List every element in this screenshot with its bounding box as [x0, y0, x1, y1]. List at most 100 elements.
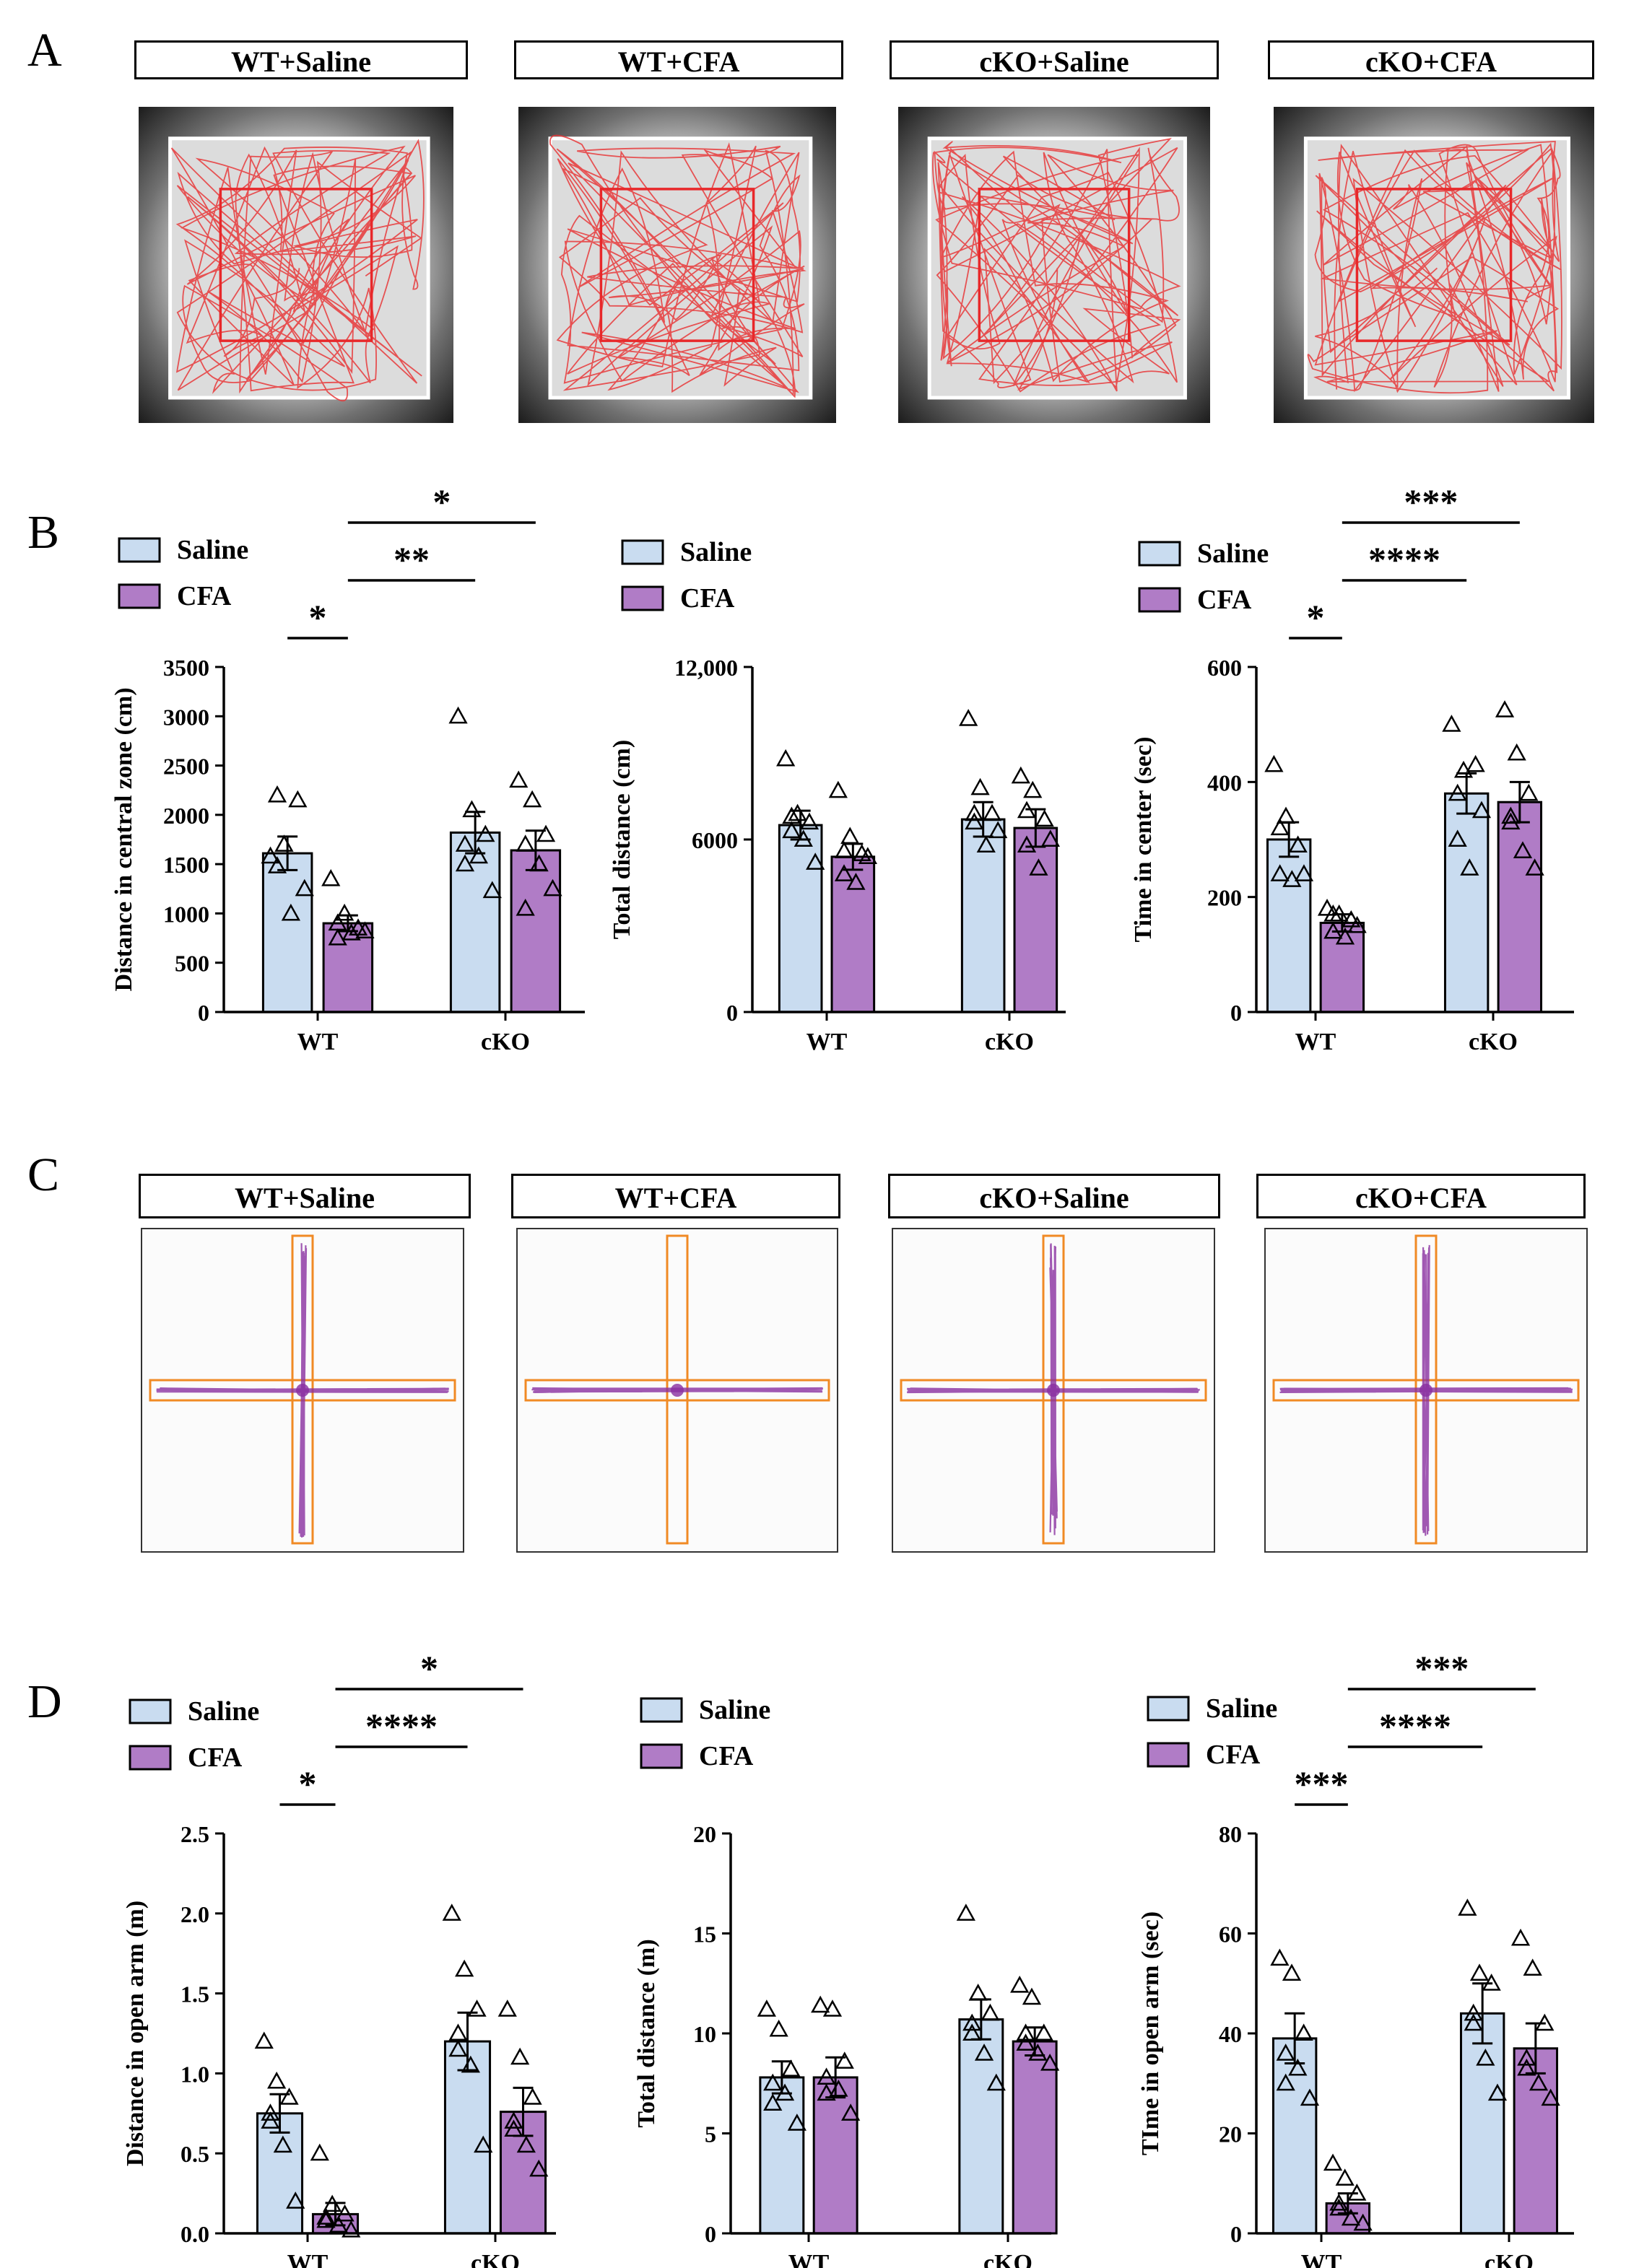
plus-maze — [141, 1228, 464, 1553]
open-field-arena — [1274, 107, 1594, 423]
data-point — [1016, 2023, 1035, 2041]
data-point — [476, 824, 495, 842]
data-point — [254, 2031, 274, 2049]
data-point — [286, 2191, 305, 2209]
data-point — [529, 854, 549, 872]
data-point — [858, 847, 877, 864]
data-point — [288, 790, 308, 808]
y-tick-label: 2000 — [163, 803, 209, 829]
x-tick-label: WT — [807, 1029, 848, 1055]
data-point — [261, 2103, 280, 2121]
data-point — [295, 878, 314, 897]
epm-title-wt-saline: WT+Saline — [139, 1174, 471, 1218]
data-point — [1529, 2073, 1549, 2091]
data-point — [455, 1959, 474, 1977]
data-point — [1464, 2013, 1483, 2031]
y-axis-label: Time in center (sec) — [1130, 737, 1157, 943]
data-point — [1541, 2088, 1560, 2106]
plus-maze — [892, 1228, 1215, 1553]
data-point — [965, 803, 984, 821]
legend-saline-label: Saline — [1197, 538, 1269, 569]
data-point — [841, 2103, 861, 2121]
bar-saline-cko — [1459, 2012, 1505, 2235]
data-point — [273, 2135, 292, 2153]
bar-cfa-cko — [1013, 826, 1058, 1013]
data-point — [1519, 783, 1539, 801]
data-point — [828, 780, 848, 798]
data-point — [1510, 1928, 1531, 1946]
data-point — [523, 790, 542, 808]
data-point — [782, 821, 801, 839]
open-field-arena — [898, 107, 1210, 423]
data-point — [1288, 2058, 1308, 2076]
data-point — [1517, 2049, 1536, 2066]
open-field-arena — [518, 107, 836, 423]
data-point — [1022, 1987, 1042, 2005]
legend-saline-swatch — [129, 1698, 172, 1724]
data-point — [316, 2207, 336, 2225]
x-tick-label: WT — [287, 2250, 329, 2268]
data-point — [1341, 2208, 1361, 2226]
legend-saline-label: Saline — [680, 537, 752, 567]
mouse-track — [932, 138, 1181, 393]
data-point — [1464, 2003, 1483, 2021]
legend-cfa-label: CFA — [177, 581, 232, 611]
y-tick-label: 0 — [1230, 1000, 1242, 1026]
data-point — [267, 2071, 287, 2089]
y-tick-label: 1500 — [163, 852, 209, 878]
bar-chart-d1: Saline CFA 0.0 0.5 1.0 1.5 2.0 2.5 WT cKO Distance… — [122, 1648, 556, 2268]
data-point — [1442, 715, 1461, 732]
y-tick-label: 0 — [705, 2221, 716, 2247]
y-tick-label: 500 — [175, 951, 209, 977]
data-point — [1282, 1963, 1302, 1981]
data-point — [763, 2073, 783, 2091]
data-point — [981, 2003, 1000, 2021]
data-point — [1040, 829, 1060, 847]
legend-saline-label: Saline — [177, 535, 248, 565]
legend-saline-label: Saline — [188, 1696, 259, 1727]
data-point — [835, 2051, 854, 2069]
data-point — [1270, 864, 1290, 881]
data-point — [1034, 2023, 1053, 2041]
data-point — [543, 878, 562, 897]
x-tick-label: cKO — [985, 1029, 1034, 1055]
data-point — [974, 2044, 994, 2061]
data-point — [335, 2204, 355, 2222]
data-point — [323, 2194, 342, 2212]
open-arm — [524, 1379, 830, 1402]
significance-label: *** — [1295, 1763, 1349, 1804]
data-point — [1040, 2053, 1060, 2071]
bar-cfa-wt — [322, 922, 374, 1013]
data-point — [448, 2023, 468, 2041]
significance-label: * — [1307, 597, 1325, 637]
group-title-wt-cfa: WT+CFA — [514, 40, 843, 79]
data-point — [504, 2111, 523, 2129]
data-point — [840, 826, 860, 845]
data-point — [316, 2210, 336, 2228]
data-point — [1353, 2213, 1373, 2231]
x-tick-label: WT — [788, 2250, 830, 2268]
data-point — [474, 2135, 493, 2153]
data-point — [1016, 2033, 1035, 2051]
mouse-track — [170, 139, 425, 402]
y-tick-label: 6000 — [692, 827, 738, 853]
center-cluster — [671, 1384, 684, 1397]
data-point — [342, 2220, 361, 2238]
data-point — [1342, 910, 1361, 928]
data-point — [504, 2119, 523, 2137]
y-tick-label: 2.5 — [181, 1821, 209, 1847]
data-point — [1270, 818, 1290, 836]
data-point — [1270, 1948, 1290, 1966]
data-point — [281, 903, 300, 921]
data-point — [1317, 899, 1337, 916]
data-point — [509, 770, 529, 788]
x-tick-label: cKO — [471, 2250, 520, 2268]
data-point — [1487, 2083, 1508, 2101]
data-point — [775, 2083, 795, 2101]
data-point — [329, 2215, 348, 2233]
y-tick-label: 1000 — [163, 901, 209, 927]
panel-letter-a: A — [27, 24, 62, 77]
y-tick-label: 400 — [1207, 769, 1242, 795]
y-axis-label: Total distance (m) — [633, 1939, 660, 2127]
y-tick-label: 20 — [1219, 2121, 1242, 2147]
